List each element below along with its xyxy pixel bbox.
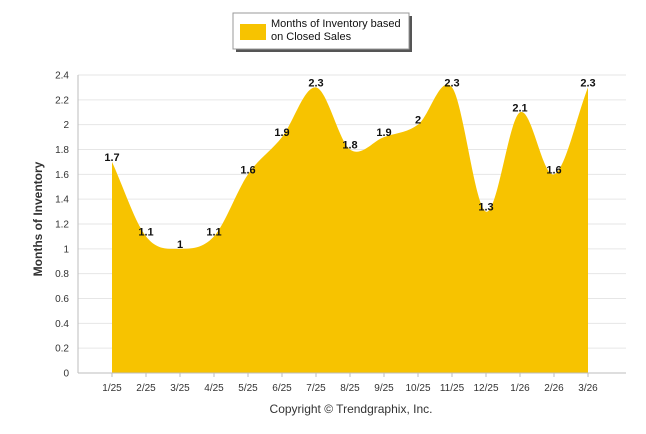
data-label: 1: [177, 239, 183, 251]
y-tick-label: 1.2: [55, 220, 69, 231]
y-tick-label: 2.4: [55, 71, 69, 82]
data-label: 1.6: [546, 164, 561, 176]
x-tick-labels: 1/25 2/25 3/25 4/25 5/25 6/25 7/25 8/25 9/25 10/2…: [102, 383, 598, 394]
x-tick-label: 2/25: [136, 383, 156, 394]
data-label: 2.3: [580, 77, 595, 89]
x-tick-label: 9/25: [374, 383, 394, 394]
y-tick-label: 0.4: [55, 319, 69, 330]
legend: Months of Inventory based on Closed Sale…: [232, 12, 412, 52]
data-labels: 1.7 1.1 1 1.1 1.6 1.9 2.3 1.8 1.9 2 2.3 1.3 2.1 1.6 2.…: [104, 77, 595, 250]
data-label: 2.3: [444, 77, 459, 89]
y-tick-label: 1.6: [55, 170, 69, 181]
y-tick-labels: 0 0.2 0.4 0.6 0.8 1 1.2 1.4 1.6 1.8 2 2.2 2.4: [55, 71, 69, 380]
y-tick-label: 2.2: [55, 95, 69, 106]
y-tick-label: 0.8: [55, 269, 69, 280]
area-series: [112, 84, 588, 373]
data-label: 1.1: [206, 226, 221, 238]
y-tick-label: 0: [63, 369, 69, 380]
x-tick-label: 10/25: [405, 383, 430, 394]
x-tick-label: 12/25: [473, 383, 498, 394]
x-tick-label: 7/25: [306, 383, 326, 394]
data-label: 1.1: [138, 226, 153, 238]
data-label: 1.3: [478, 202, 493, 214]
area-series-fill: [112, 84, 588, 373]
x-tick-label: 5/25: [238, 383, 258, 394]
x-tick-label: 4/25: [204, 383, 224, 394]
x-tick-label: 1/25: [102, 383, 122, 394]
data-label: 1.8: [342, 140, 357, 152]
data-label: 2: [415, 115, 421, 127]
y-tick-label: 2: [63, 120, 69, 131]
x-tick-label: 3/25: [170, 383, 190, 394]
data-label: 1.9: [376, 127, 391, 139]
legend-label-line2: on Closed Sales: [271, 31, 352, 43]
y-tick-label: 1.4: [55, 195, 69, 206]
legend-swatch: [240, 24, 266, 40]
y-tick-label: 0.2: [55, 344, 69, 355]
axes: [77, 75, 626, 377]
copyright-credit: Copyright © Trendgraphix, Inc.: [270, 402, 433, 416]
y-tick-label: 0.6: [55, 294, 69, 305]
y-tick-label: 1: [63, 244, 69, 255]
y-tick-label: 1.8: [55, 145, 69, 156]
data-label: 2.3: [308, 77, 323, 89]
x-tick-label: 3/26: [578, 383, 598, 394]
data-label: 1.6: [240, 164, 255, 176]
data-label: 1.9: [274, 127, 289, 139]
x-tick-label: 1/26: [510, 383, 530, 394]
data-label: 2.1: [512, 102, 527, 114]
x-tick-label: 6/25: [272, 383, 292, 394]
x-tick-label: 11/25: [440, 383, 465, 394]
legend-label-line1: Months of Inventory based: [271, 18, 401, 30]
x-tick-label: 8/25: [340, 383, 360, 394]
data-label: 1.7: [104, 152, 119, 164]
x-tick-label: 2/26: [544, 383, 564, 394]
y-axis-title: Months of Inventory: [31, 161, 45, 276]
